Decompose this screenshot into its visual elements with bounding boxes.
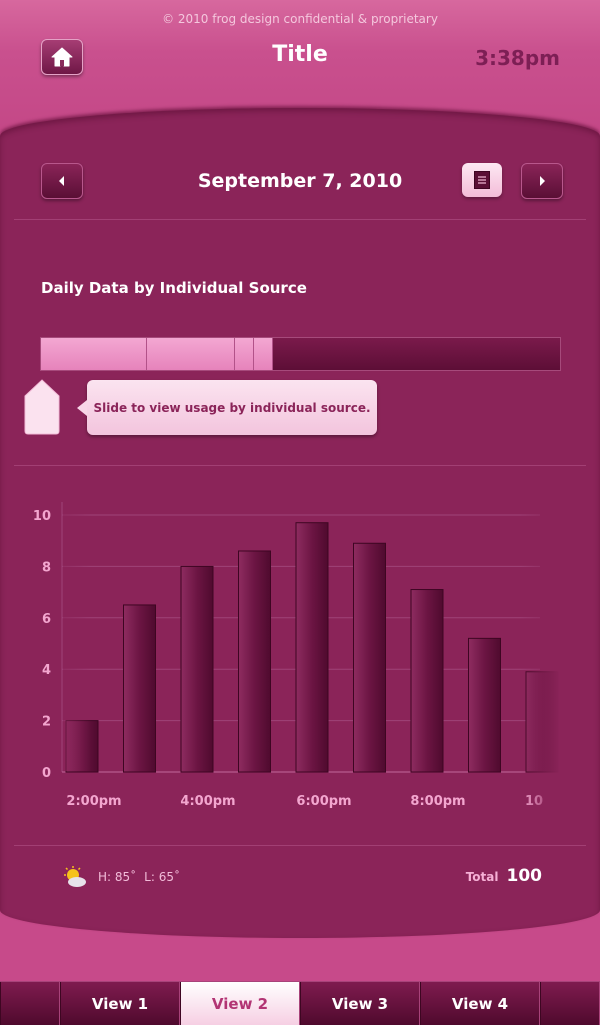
tooltip-text: Slide to view usage by individual source… [93, 400, 371, 415]
tab-view-2[interactable]: View 2 [180, 982, 300, 1025]
total-value: 100 [506, 866, 543, 886]
tab-spacer-right [540, 982, 600, 1025]
tab-view-1[interactable]: View 1 [60, 982, 180, 1025]
bar [238, 550, 271, 773]
sources-title: Daily Data by Individual Source [41, 279, 307, 297]
divider [14, 845, 586, 846]
source-segment [235, 338, 254, 370]
x-tick-label: 4:00pm [180, 794, 235, 809]
bar [410, 589, 444, 773]
caret-left-icon [59, 176, 64, 186]
total-label: Total [465, 870, 499, 884]
current-date: September 7, 2010 [197, 170, 403, 192]
y-tick-label: 4 [42, 663, 51, 678]
previous-day-button[interactable] [41, 163, 83, 199]
tab-bar: View 1 View 2 View 3 View 4 [0, 981, 600, 1025]
clock-time: 3:38pm [475, 46, 560, 70]
low-temp: L: 65˚ [144, 870, 180, 884]
bar [123, 604, 156, 773]
x-tick-label: 2:00pm [66, 794, 121, 809]
copyright-text: © 2010 frog design confidential & propri… [162, 12, 438, 26]
list-view-button[interactable] [462, 163, 502, 197]
y-tick-label: 8 [42, 560, 51, 575]
source-segment [254, 338, 273, 370]
home-button[interactable] [41, 39, 83, 75]
home-icon [51, 47, 73, 67]
divider [14, 465, 586, 466]
bar [295, 522, 329, 773]
bar [468, 637, 501, 773]
tab-label: View 2 [211, 994, 269, 1013]
bar [353, 542, 386, 773]
list-icon [474, 171, 490, 189]
tab-view-4[interactable]: View 4 [420, 982, 540, 1025]
slider-tooltip: Slide to view usage by individual source… [77, 380, 377, 435]
sun-cloud-icon [64, 866, 86, 887]
tab-view-3[interactable]: View 3 [300, 982, 420, 1025]
source-usage-bar[interactable] [40, 337, 561, 371]
y-tick-label: 10 [33, 509, 51, 524]
caret-right-icon [540, 176, 545, 186]
page-title: Title [272, 42, 328, 67]
total-summary: Total 100 [466, 866, 542, 886]
source-segment [147, 338, 235, 370]
source-segment [41, 338, 147, 370]
high-temp: H: 85˚ [98, 870, 137, 884]
chart-fade-right [520, 500, 560, 815]
next-day-button[interactable] [521, 163, 563, 199]
tab-spacer-left [0, 982, 60, 1025]
divider [14, 219, 586, 220]
y-tick-label: 0 [42, 766, 51, 781]
source-slider-handle[interactable] [24, 378, 62, 436]
weather-info: H: 85˚ L: 65˚ [62, 866, 180, 888]
y-tick-label: 2 [42, 715, 51, 730]
bar [180, 565, 214, 773]
tab-label: View 3 [331, 994, 389, 1013]
tab-label: View 4 [451, 994, 509, 1013]
x-tick-label: 8:00pm [410, 794, 465, 809]
tab-label: View 1 [91, 994, 149, 1013]
x-tick-label: 6:00pm [296, 794, 351, 809]
y-tick-label: 6 [42, 612, 51, 627]
chart-fade-left [63, 500, 91, 771]
